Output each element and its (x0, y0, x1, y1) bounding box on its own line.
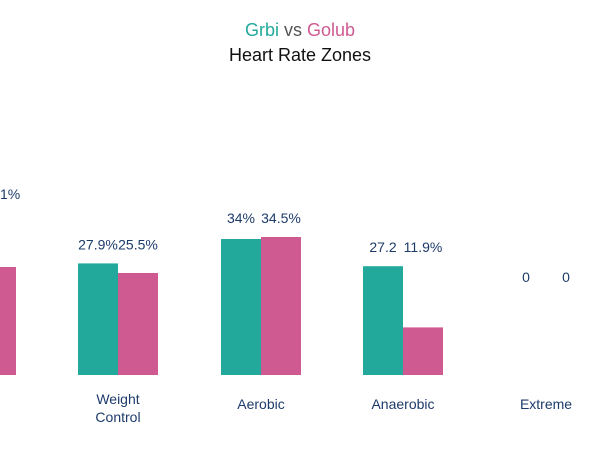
chart-title: Grbi vs Golub (0, 20, 600, 41)
value-label-golub: 11.9% (404, 239, 443, 255)
title-vs: vs (278, 20, 307, 40)
bar-golub (261, 237, 301, 375)
bar-grbi (363, 266, 403, 375)
category-label: Weight (96, 391, 139, 407)
category-label: Extreme (520, 396, 572, 412)
bar-grbi (78, 263, 118, 375)
value-label-golub: 0 (562, 269, 570, 285)
title-series-a: Grbi (244, 20, 279, 40)
value-label-golub: 34.5% (261, 210, 301, 226)
value-label-grbi: 27.9% (78, 236, 118, 252)
value-label-partial-golub: 1% (0, 186, 20, 202)
value-label-grbi: 34% (227, 210, 255, 226)
bar-golub (118, 273, 158, 375)
bar-golub (403, 327, 443, 375)
category-label: Aerobic (237, 396, 284, 412)
bar-grbi (221, 239, 261, 375)
chart-title-block: Grbi vs Golub Heart Rate Zones (0, 20, 600, 66)
category-label: Control (95, 409, 140, 425)
bar-partial-golub (0, 267, 16, 375)
title-series-b: Golub (306, 20, 356, 40)
category-label: Anaerobic (371, 396, 434, 412)
value-label-grbi: 0 (522, 269, 530, 285)
chart-subtitle: Heart Rate Zones (228, 45, 372, 65)
value-label-grbi: 27.2 (369, 239, 396, 255)
value-label-golub: 25.5% (118, 236, 158, 252)
